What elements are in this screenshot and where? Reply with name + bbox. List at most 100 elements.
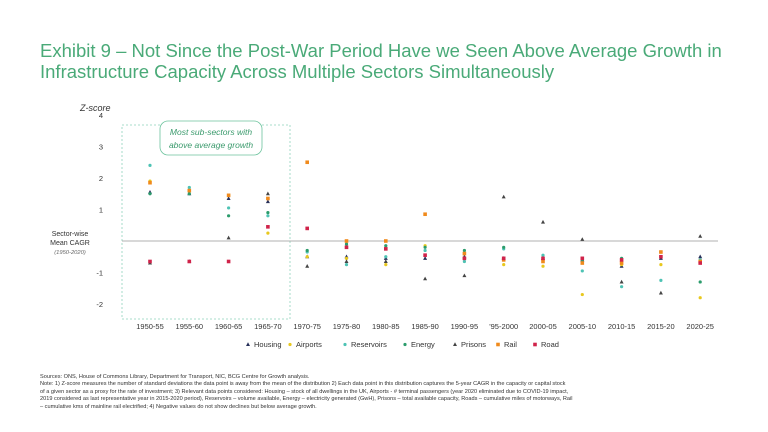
point-airports [659, 263, 663, 267]
point-road [619, 258, 624, 262]
point-rail [226, 193, 231, 198]
point-airports [502, 263, 506, 267]
y-tick-label: 1 [99, 206, 103, 215]
annotation-line-2: above average growth [169, 140, 253, 150]
point-airports [698, 296, 702, 300]
point-energy [502, 245, 506, 249]
legend-label-energy: Energy [411, 340, 435, 349]
point-airports [344, 256, 349, 260]
annotation-box [159, 120, 263, 156]
point-rail [148, 180, 152, 185]
note-line-2: of a given sector as a proxy for the rat… [40, 388, 569, 395]
point-road [226, 259, 231, 264]
point-energy [344, 242, 349, 246]
z-score-scatter-chart: Z-score 4 3 2 1 -1 -2 Most sub-sectors with a… [50, 103, 718, 349]
x-tick-label: 1960-65 [215, 322, 243, 331]
footnote: Sources: ONS, House of Commons Library, … [40, 374, 740, 411]
point-prisons [580, 237, 585, 241]
point-prisons [462, 273, 467, 278]
point-prisons [423, 276, 428, 281]
point-road [423, 253, 427, 257]
point-energy [148, 192, 152, 196]
point-road [462, 256, 467, 261]
x-tick-label: 1985-90 [411, 322, 439, 331]
y-tick-label: -2 [96, 300, 103, 309]
legend-label-road: Road [541, 340, 559, 349]
point-airports [541, 264, 545, 268]
point-rail [344, 239, 349, 243]
point-reservoirs [227, 206, 231, 210]
legend-marker-housing [246, 342, 250, 346]
point-reservoirs [541, 253, 545, 257]
point-housing [698, 254, 703, 259]
point-housing [226, 196, 231, 200]
point-prisons [226, 235, 231, 240]
point-rail [541, 259, 545, 264]
x-tick-label: 1955-60 [176, 322, 204, 331]
point-road [698, 261, 702, 265]
legend-marker-airports [288, 342, 292, 347]
x-tick-label: 1965-70 [254, 322, 282, 331]
point-road [580, 256, 585, 261]
y-axis-title: Z-score [79, 103, 111, 113]
point-prisons [501, 194, 506, 199]
y-tick-label: 3 [99, 143, 103, 152]
x-tick-label: 1990-95 [451, 322, 479, 331]
point-reservoirs [384, 255, 388, 259]
point-prisons [344, 259, 349, 263]
point-rail [423, 212, 427, 217]
title-line-1: Exhibit 9 – Not Since the Post-War Perio… [40, 40, 722, 61]
point-prisons [305, 264, 310, 268]
point-energy [462, 248, 466, 253]
point-road [344, 245, 349, 250]
point-road [187, 259, 192, 264]
legend-label-rail: Rail [504, 340, 517, 349]
point-reservoirs [344, 263, 349, 267]
legend-marker-energy [403, 342, 407, 347]
point-rail [305, 160, 309, 165]
note-line-4: – cumulative kms of mainline rail electr… [40, 403, 317, 410]
point-airports [305, 255, 309, 259]
point-prisons [265, 191, 270, 196]
point-airports [384, 263, 388, 267]
annotation-line-1: Most sub-sectors with [170, 127, 252, 137]
x-tick-label: 2015-20 [647, 322, 675, 331]
point-energy [384, 244, 388, 248]
x-tick-label: '95-2000 [489, 322, 518, 331]
point-energy [423, 245, 427, 249]
x-tick-label: 2000-05 [529, 322, 557, 331]
point-energy [698, 280, 702, 284]
legend-marker-rail [496, 342, 500, 347]
y-tick-labels: 4 3 2 1 -1 -2 [96, 111, 103, 309]
point-rail [580, 261, 585, 265]
legend-marker-prisons [453, 342, 457, 346]
legend-label-reservoirs: Reservoirs [351, 340, 387, 349]
point-reservoirs [659, 278, 663, 282]
point-rail [266, 196, 270, 201]
point-reservoirs [580, 269, 584, 273]
point-housing [265, 199, 270, 204]
x-tick-label: 1970-75 [293, 322, 321, 331]
point-prisons [541, 219, 545, 224]
point-rail [659, 250, 663, 254]
point-road [305, 226, 309, 231]
point-road [541, 256, 545, 261]
title-line-2: Infrastructure Capacity Across Multiple … [40, 61, 555, 82]
x-tick-label: 1975-80 [333, 322, 361, 331]
page-title: Exhibit 9 – Not Since the Post-War Perio… [40, 40, 760, 82]
point-energy [266, 211, 270, 215]
point-reservoirs [148, 163, 152, 167]
sources-line: Sources: ONS, House of Commons Library, … [40, 374, 310, 380]
point-rail [462, 251, 467, 256]
x-tick-label: 1950-55 [136, 322, 164, 331]
point-road [501, 256, 506, 261]
point-rail [384, 239, 388, 243]
point-airports [580, 292, 584, 297]
point-energy [305, 248, 309, 253]
point-road [659, 254, 663, 259]
legend-marker-road [533, 342, 537, 347]
point-rail [187, 188, 192, 193]
point-reservoirs [620, 285, 624, 289]
legend-label-airports: Airports [296, 340, 322, 349]
point-reservoirs [462, 259, 466, 264]
